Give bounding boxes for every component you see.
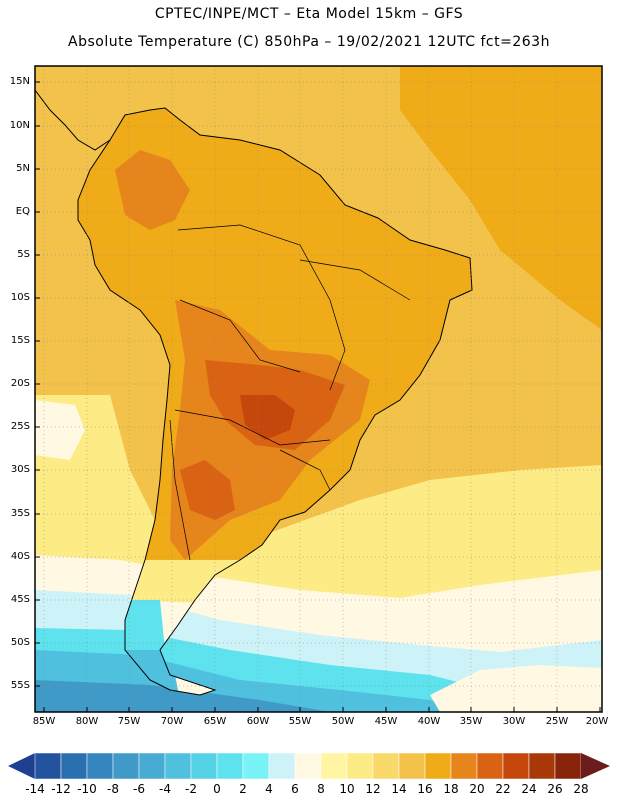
colorbar-label: 24 — [521, 782, 537, 796]
colorbar-label: 10 — [339, 782, 355, 796]
colorbar-label: 20 — [469, 782, 485, 796]
lon-label: 35W — [459, 716, 483, 727]
tropical-ocean-region — [400, 66, 602, 330]
colorbar-swatch — [320, 752, 348, 780]
lon-label: 65W — [203, 716, 227, 727]
colorbar-label: -10 — [77, 782, 97, 796]
pacific-cream-patch — [35, 400, 85, 460]
lat-label: 45S — [10, 594, 30, 605]
colorbar-swatch — [372, 752, 400, 780]
colorbar-label: -4 — [159, 782, 171, 796]
central-america-outline — [35, 89, 111, 151]
colorbar-swatch — [138, 752, 166, 780]
lon-label: 25W — [545, 716, 569, 727]
colorbar-label: 12 — [365, 782, 381, 796]
colorbar-swatch — [164, 752, 192, 780]
lat-label: 55S — [10, 680, 30, 691]
lon-label: 50W — [331, 716, 355, 727]
colorbar-label: 6 — [291, 782, 299, 796]
colorbar-swatch — [242, 752, 270, 780]
colorbar-swatch — [502, 752, 530, 780]
colorbar-swatch — [112, 752, 140, 780]
colorbar-label: 8 — [317, 782, 325, 796]
colorbar-swatch — [346, 752, 374, 780]
colorbar-label: 22 — [495, 782, 511, 796]
colorbar-swatch — [86, 752, 114, 780]
colorbar-swatch — [528, 752, 556, 780]
se-cream-patch — [430, 665, 602, 712]
lat-label: 10S — [10, 292, 30, 303]
colorbar-swatch — [60, 752, 88, 780]
colorbar-swatch — [424, 752, 452, 780]
lon-label: 70W — [160, 716, 184, 727]
colorbar-label: 14 — [391, 782, 407, 796]
lon-label: 45W — [374, 716, 398, 727]
dark-blue-region — [35, 680, 330, 712]
lat-label: 40S — [10, 551, 30, 562]
colorbar-label: 18 — [443, 782, 459, 796]
colorbar-label: -8 — [107, 782, 119, 796]
lon-label: 60W — [246, 716, 270, 727]
country-borders — [169, 224, 411, 561]
lat-label: 5N — [16, 163, 30, 174]
lon-label: 80W — [75, 716, 99, 727]
colorbar-swatch — [476, 752, 504, 780]
colorbar-label: -6 — [133, 782, 145, 796]
map-title-line2: Absolute Temperature (C) 850hPa – 19/02/… — [68, 34, 550, 50]
colorbar-label: 0 — [213, 782, 221, 796]
colorbar-swatch — [294, 752, 322, 780]
colorbar-label: -14 — [25, 782, 45, 796]
colorbar-swatch — [216, 752, 244, 780]
colorbar-label: -12 — [51, 782, 71, 796]
colorbar-label: 2 — [239, 782, 247, 796]
lat-label: 50S — [10, 637, 30, 648]
continent-outline — [77, 107, 473, 696]
lat-label: EQ — [15, 206, 30, 217]
colorbar-swatch — [190, 752, 218, 780]
lon-label: 85W — [32, 716, 56, 727]
colorbar-swatch — [554, 752, 582, 780]
lon-label: 40W — [417, 716, 441, 727]
lat-label: 15S — [10, 335, 30, 346]
hottest-core — [240, 395, 295, 440]
lon-label: 30W — [502, 716, 526, 727]
lon-label: 75W — [117, 716, 141, 727]
lat-label: 10N — [9, 120, 30, 131]
land-cyan-tip — [120, 600, 165, 650]
colorbar — [8, 752, 610, 780]
graticule — [35, 66, 602, 712]
colorbar-arrow-right — [581, 753, 610, 779]
colorbar-swatch — [450, 752, 478, 780]
colorbar-label: 26 — [547, 782, 563, 796]
map-frame — [34, 65, 603, 713]
colorbar-swatch — [398, 752, 426, 780]
hot-region-north — [115, 150, 190, 230]
lon-label: 20W — [585, 716, 609, 727]
lat-label: 5S — [17, 249, 30, 260]
lat-label: 30S — [10, 464, 30, 475]
lat-label: 15N — [9, 76, 30, 87]
axis-ticks — [35, 81, 601, 712]
lat-label: 35S — [10, 508, 30, 519]
colorbar-swatch — [268, 752, 296, 780]
map-title-line1: CPTEC/INPE/MCT – Eta Model 15km – GFS — [154, 6, 464, 22]
colorbar-arrow-left — [8, 753, 35, 779]
colorbar-swatch — [34, 752, 62, 780]
colorbar-label: -2 — [185, 782, 197, 796]
hotter-region-argentina — [180, 460, 235, 520]
lat-label: 20S — [10, 378, 30, 389]
colorbar-label: 16 — [417, 782, 433, 796]
lat-label: 25S — [10, 421, 30, 432]
colorbar-label: 28 — [573, 782, 589, 796]
lon-label: 55W — [288, 716, 312, 727]
colorbar-label: 4 — [265, 782, 273, 796]
